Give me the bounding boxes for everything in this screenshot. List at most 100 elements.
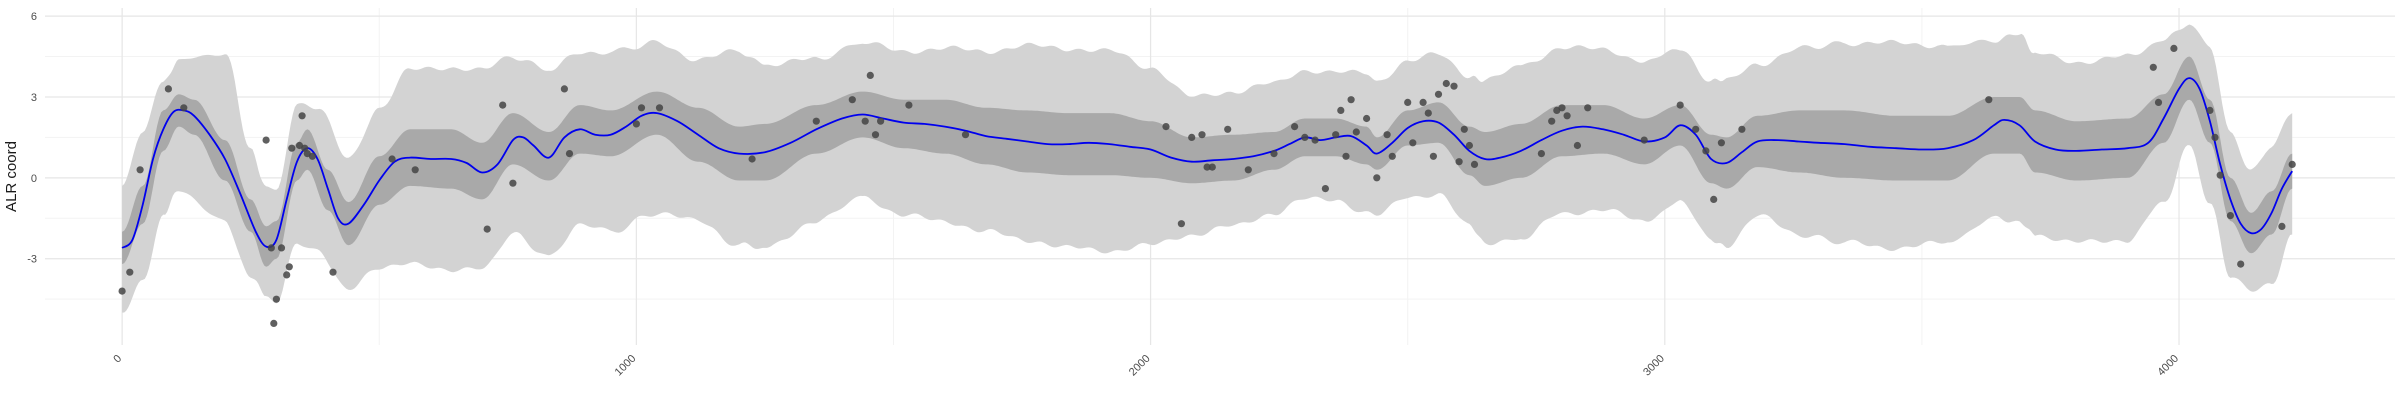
data-point xyxy=(288,144,296,152)
data-point xyxy=(2237,260,2245,268)
data-point xyxy=(499,101,507,109)
data-point xyxy=(1203,163,1211,171)
data-point xyxy=(1442,79,1450,88)
data-point xyxy=(1419,98,1427,106)
data-point xyxy=(1717,139,1725,147)
data-point xyxy=(2288,160,2296,168)
data-point xyxy=(2211,133,2219,141)
data-point xyxy=(1244,166,1252,174)
x-tick-label: 1000 xyxy=(613,353,639,379)
data-point xyxy=(2149,63,2157,71)
data-point xyxy=(1224,125,1232,133)
data-point xyxy=(1352,128,1360,136)
data-point xyxy=(1676,101,1684,109)
data-point xyxy=(270,319,278,327)
data-point xyxy=(1563,112,1571,120)
data-point xyxy=(2206,106,2214,114)
data-point xyxy=(1710,195,1718,203)
data-point xyxy=(509,179,517,187)
data-point xyxy=(1640,136,1648,144)
data-point xyxy=(2170,44,2178,53)
mean-line xyxy=(121,77,2293,249)
data-point xyxy=(1347,96,1355,104)
data-point xyxy=(1738,125,1746,133)
data-point xyxy=(1470,160,1479,168)
data-point xyxy=(1424,109,1432,117)
data-point xyxy=(1311,136,1319,144)
data-point xyxy=(1548,117,1556,125)
data-point xyxy=(283,271,291,279)
data-point xyxy=(1429,152,1437,160)
data-point xyxy=(632,120,641,128)
observation-points xyxy=(118,44,2296,327)
data-point xyxy=(637,104,646,112)
x-tick-label: 4000 xyxy=(2155,353,2181,379)
data-point xyxy=(262,136,270,144)
data-point xyxy=(848,96,856,104)
data-point xyxy=(411,166,419,174)
data-point xyxy=(1363,114,1371,123)
data-point xyxy=(2216,171,2224,179)
data-point xyxy=(871,131,880,139)
y-axis-title: ALR coord xyxy=(3,141,20,212)
data-point xyxy=(812,117,820,125)
data-point xyxy=(118,287,126,295)
data-point xyxy=(1301,133,1309,141)
data-point xyxy=(285,263,293,271)
data-point xyxy=(2154,98,2163,106)
x-tick-label: 2000 xyxy=(1127,353,1153,379)
data-point xyxy=(1558,104,1566,112)
data-point xyxy=(1465,141,1473,150)
data-point xyxy=(1537,150,1545,158)
data-point xyxy=(1584,104,1592,112)
data-point xyxy=(1198,131,1206,139)
mean-line-layer xyxy=(121,77,2293,249)
data-point xyxy=(1388,152,1396,160)
data-point xyxy=(1573,141,1581,150)
data-point xyxy=(298,112,306,120)
data-point xyxy=(136,166,144,174)
data-point xyxy=(1692,125,1700,133)
data-point xyxy=(1270,150,1278,158)
x-tick-label: 3000 xyxy=(1641,353,1667,379)
data-point xyxy=(267,244,275,252)
data-point xyxy=(1188,133,1196,141)
data-point xyxy=(1409,139,1417,147)
data-point xyxy=(1321,185,1329,193)
y-tick-label: 6 xyxy=(31,11,37,23)
data-point xyxy=(277,244,286,252)
data-point xyxy=(164,85,172,93)
y-tick-label: 0 xyxy=(31,173,37,185)
y-tick-label: 3 xyxy=(31,92,37,104)
data-point xyxy=(560,85,569,93)
x-axis-ticks: 0 1000 2000 3000 4000 xyxy=(111,353,2181,379)
data-point xyxy=(329,268,337,276)
data-point xyxy=(180,104,188,112)
data-point xyxy=(1337,106,1345,114)
data-point xyxy=(866,71,874,79)
data-point xyxy=(1208,163,1216,171)
data-point xyxy=(272,295,280,303)
data-point xyxy=(301,144,309,152)
data-point xyxy=(877,117,885,125)
data-point xyxy=(565,150,574,158)
data-point xyxy=(2226,212,2234,220)
data-point xyxy=(1450,82,1458,90)
data-point xyxy=(1702,147,1710,155)
data-point xyxy=(1383,131,1391,139)
data-point xyxy=(748,155,756,163)
y-axis-ticks: -3 0 3 6 xyxy=(27,11,37,266)
data-point xyxy=(1455,158,1463,166)
data-point xyxy=(905,101,913,109)
data-point xyxy=(1985,96,1993,104)
data-point xyxy=(1342,152,1350,160)
y-tick-label: -3 xyxy=(27,254,37,266)
x-tick-label: 0 xyxy=(111,353,124,366)
data-point xyxy=(1434,90,1443,98)
data-point xyxy=(1162,123,1170,131)
data-point xyxy=(1404,98,1412,106)
data-point xyxy=(388,155,396,163)
data-point xyxy=(961,131,970,139)
data-point xyxy=(1332,131,1340,139)
